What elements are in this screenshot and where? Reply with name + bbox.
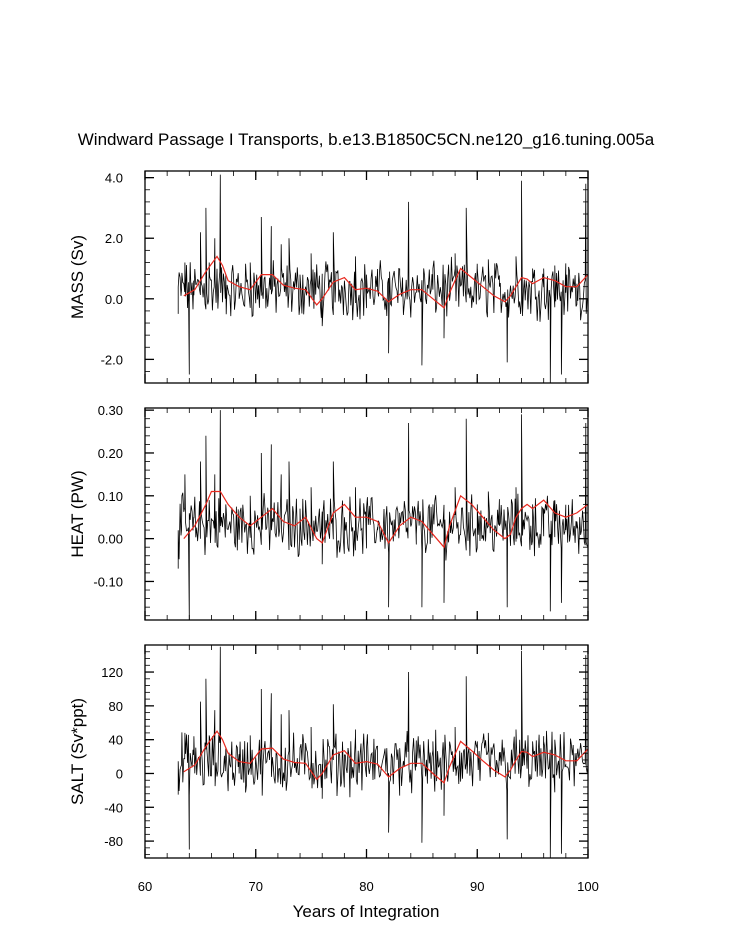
y-axis-label-heat: HEAT (PW) (68, 470, 87, 557)
series-raw-mass (177, 174, 588, 383)
xtick-label: 70 (249, 879, 263, 894)
series-smooth-mass (183, 255, 588, 309)
y-axis-label-mass: MASS (Sv) (68, 235, 87, 319)
series-raw-heat (177, 410, 588, 620)
series-raw-salt (177, 646, 588, 858)
ytick-label-heat: 0.00 (98, 532, 123, 547)
panels: 4.0 2.0 0.0 -2.0 MASS (Sv) 0.30 0.20 0.10 0.00 -0… (68, 170, 589, 859)
xtick-label: 60 (138, 879, 152, 894)
ytick-label-salt: 80 (109, 699, 123, 714)
figure-title: Windward Passage I Transports, b.e13.B18… (78, 130, 655, 149)
ytick-label-heat: -0.10 (93, 574, 123, 589)
ytick-label-mass: 4.0 (105, 171, 123, 186)
panel-mass: 4.0 2.0 0.0 -2.0 MASS (Sv) (68, 170, 589, 384)
ytick-label-salt: 0 (116, 766, 123, 781)
x-axis: 60 70 80 90 100 (138, 879, 599, 894)
ytick-label-salt: 40 (109, 733, 123, 748)
ytick-label-salt: 120 (101, 665, 123, 680)
series-smooth-heat (183, 490, 588, 549)
ytick-label-salt: -40 (104, 800, 123, 815)
ytick-label-mass: 0.0 (105, 292, 123, 307)
ytick-label-heat: 0.10 (98, 489, 123, 504)
series-smooth-salt (183, 730, 588, 784)
y-axis-label-salt: SALT (Sv*ppt) (68, 698, 87, 805)
ytick-label-salt: -80 (104, 834, 123, 849)
ytick-label-mass: 2.0 (105, 231, 123, 246)
xtick-label: 100 (577, 879, 599, 894)
ytick-label-mass: -2.0 (101, 352, 123, 367)
panel-salt: 120 80 40 0 -40 -80 SALT (Sv*ppt) (68, 644, 589, 859)
ytick-label-heat: 0.20 (98, 446, 123, 461)
xtick-label: 90 (470, 879, 484, 894)
xtick-label: 80 (359, 879, 373, 894)
x-axis-label: Years of Integration (293, 902, 440, 921)
panel-heat: 0.30 0.20 0.10 0.00 -0.10 HEAT (PW) (68, 403, 589, 621)
ytick-label-heat: 0.30 (98, 403, 123, 418)
